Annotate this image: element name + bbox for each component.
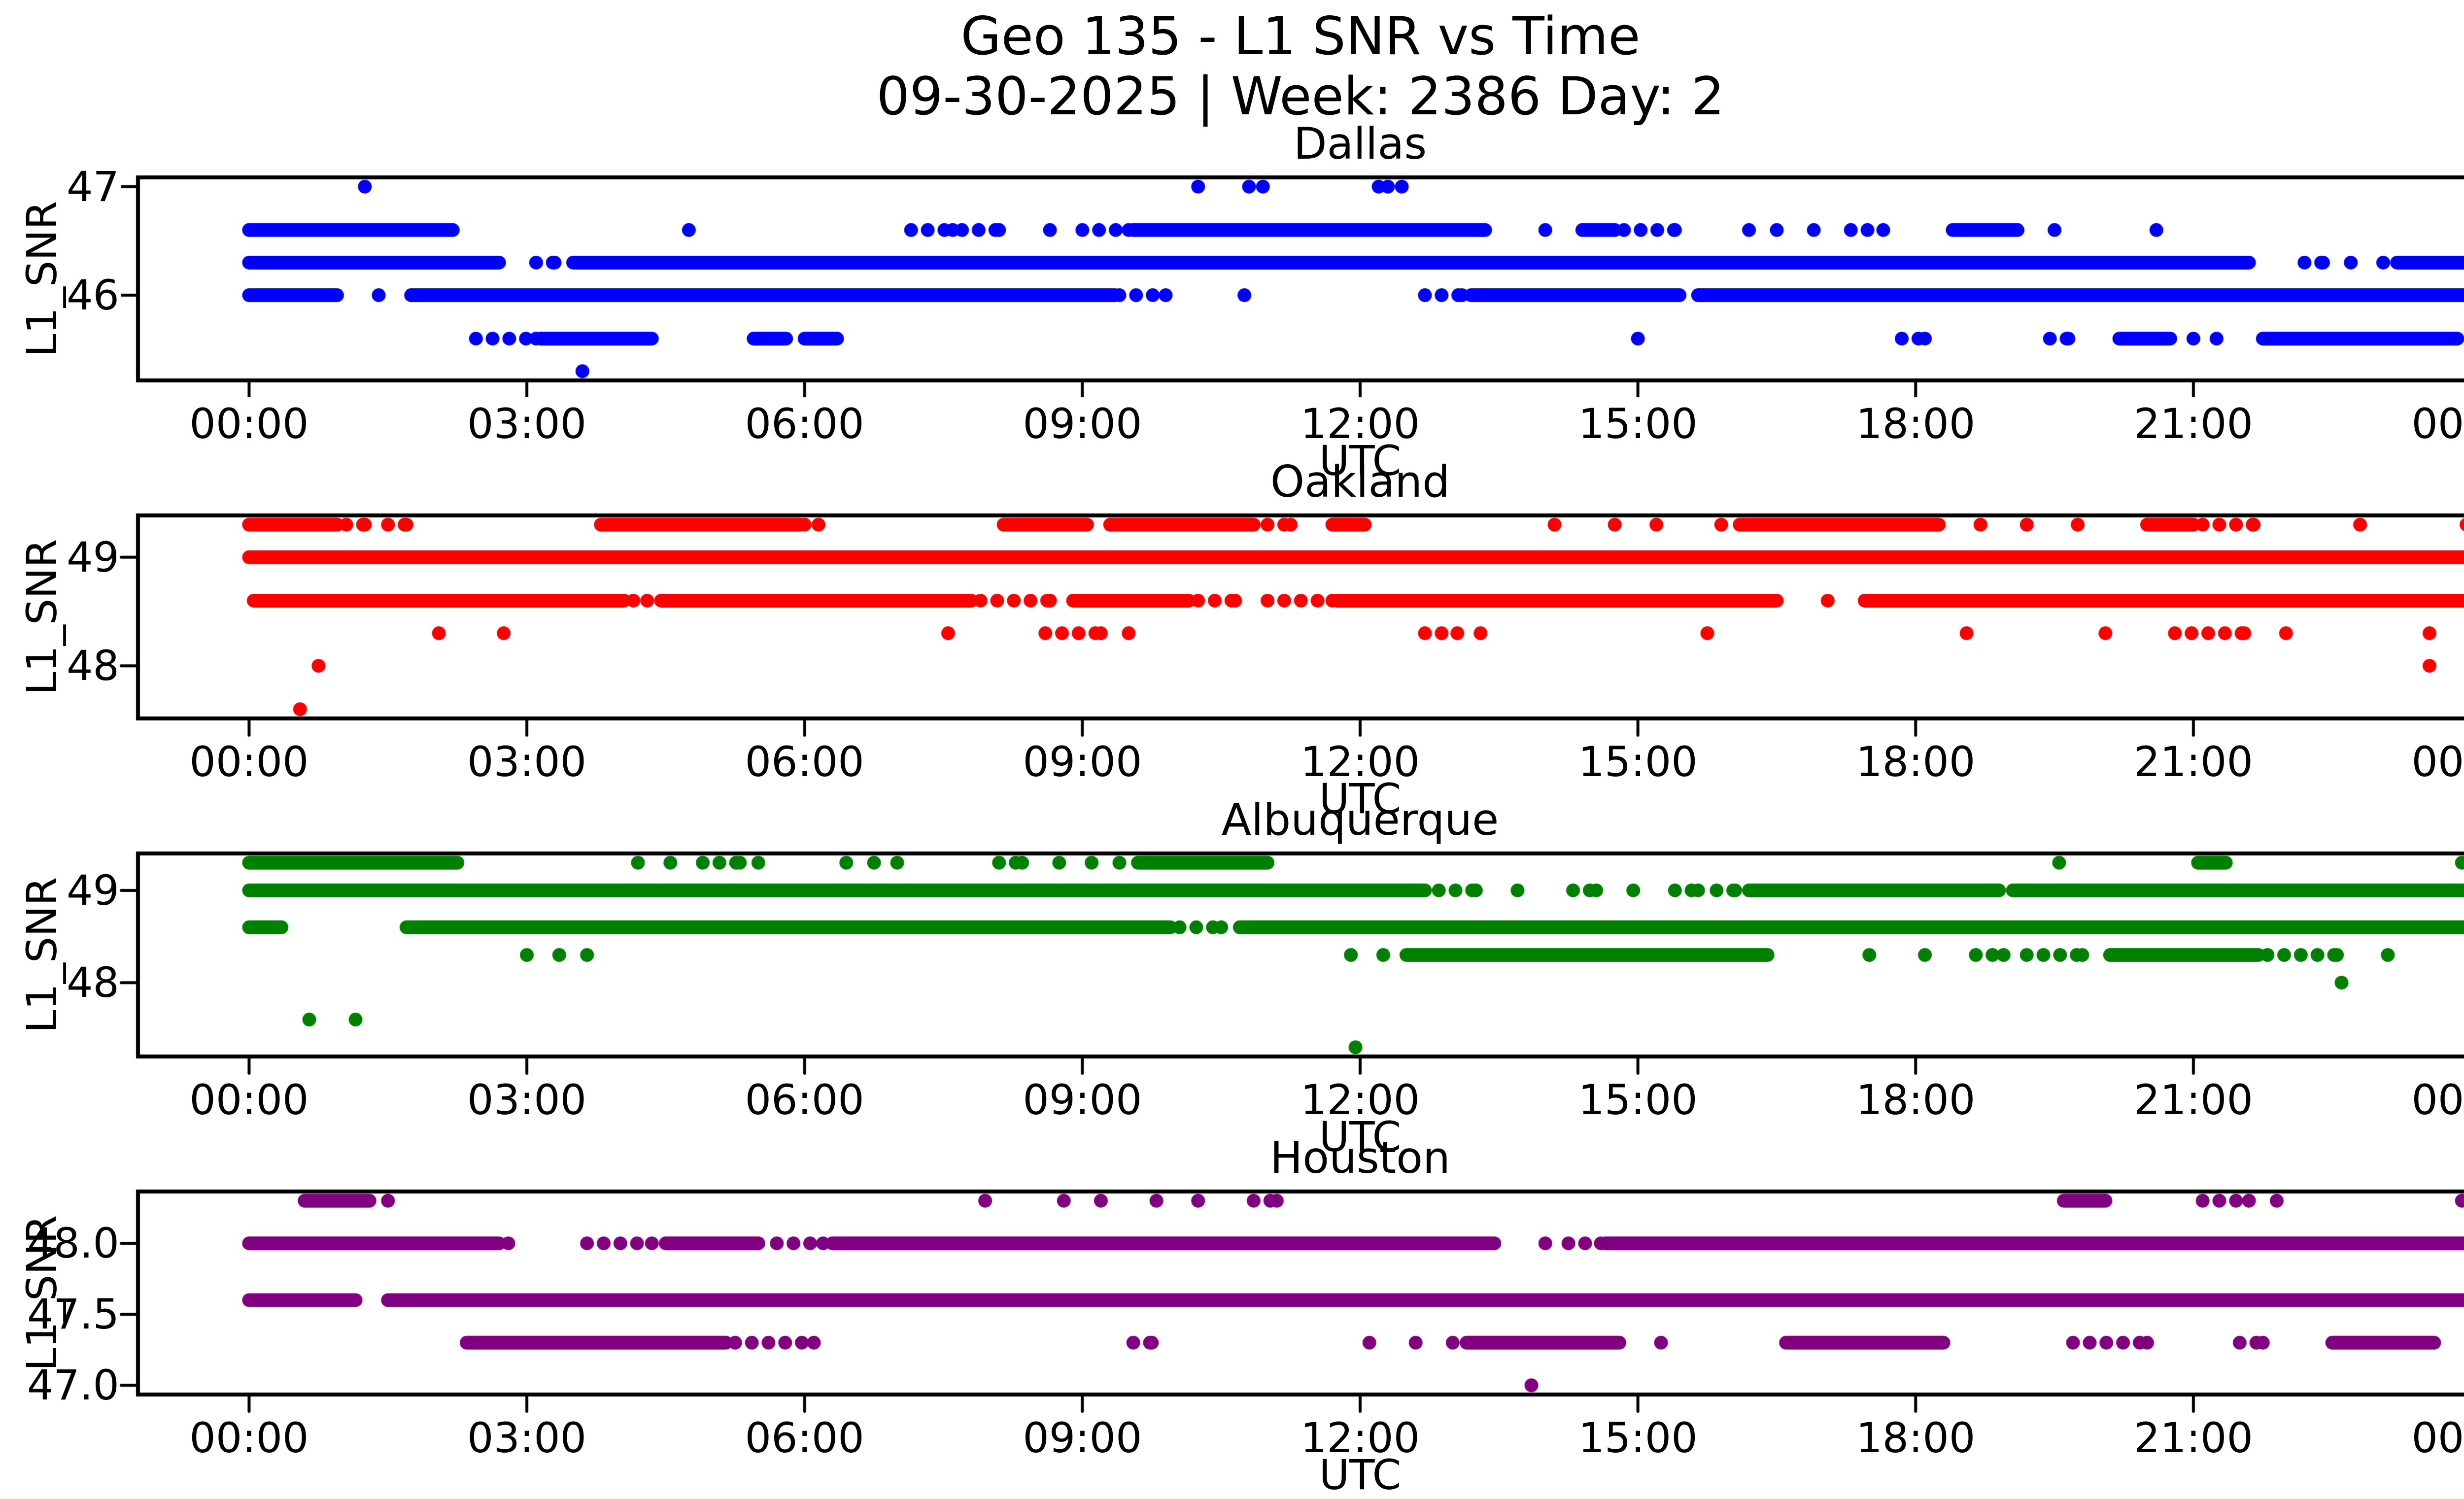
x-tick-label: 15:00 [1578,738,1698,786]
x-tick-label: 18:00 [1856,400,1976,448]
x-tick-label: 21:00 [2133,400,2253,448]
x-tick-label: 03:00 [467,1076,587,1124]
x-tick-label: 00:00 [189,738,309,786]
x-tick-label: 12:00 [1300,1076,1420,1124]
x-tick-label: 00:00 [2411,1076,2464,1124]
y-tick-label: 48 [67,958,119,1007]
x-tick-label: 00:00 [2411,1414,2464,1462]
y-tick-label: 46 [67,271,119,320]
x-tick-label: 18:00 [1856,738,1976,786]
x-tick-label: 21:00 [2133,738,2253,786]
y-tick-label: 48.0 [27,1219,119,1268]
x-tick-label: 03:00 [467,400,587,448]
y-tick-label: 47 [67,162,119,211]
y-tick-label: 49 [67,866,119,915]
x-tick-label: 09:00 [1023,1076,1142,1124]
figure-title: Geo 135 - L1 SNR vs Time [960,6,1641,67]
x-tick-label: 15:00 [1578,1076,1698,1124]
x-axis-label-houston: UTC [1319,1451,1402,1499]
x-tick-label: 21:00 [2133,1414,2253,1462]
y-tick-label: 47.0 [27,1361,119,1410]
x-tick-label: 06:00 [745,1076,864,1124]
figure-subtitle: 09-30-2025 | Week: 2386 Day: 2 [876,66,1725,127]
subplot-title-oakland: Oakland [1270,456,1450,507]
x-tick-label: 09:00 [1023,738,1142,786]
x-tick-label: 06:00 [745,738,864,786]
x-tick-label: 12:00 [1300,400,1420,448]
x-tick-label: 03:00 [467,738,587,786]
x-tick-label: 21:00 [2133,1076,2253,1124]
x-tick-label: 15:00 [1578,400,1698,448]
subplot-title-houston: Houston [1270,1132,1450,1183]
subplot-title-dallas: Dallas [1293,118,1427,169]
y-tick-label: 49 [67,533,119,581]
x-tick-label: 03:00 [467,1414,587,1462]
x-tick-label: 18:00 [1856,1076,1976,1124]
x-tick-label: 09:00 [1023,1414,1142,1462]
x-tick-label: 06:00 [745,400,864,448]
x-tick-label: 00:00 [189,400,309,448]
x-tick-label: 12:00 [1300,738,1420,786]
x-tick-label: 00:00 [189,1076,309,1124]
x-tick-label: 12:00 [1300,1414,1420,1462]
y-tick-label: 48 [67,642,119,690]
subplot-title-albuquerque: Albuquerque [1221,794,1499,845]
x-axis-label-dallas: UTC [1319,437,1402,485]
x-tick-label: 06:00 [745,1414,864,1462]
x-tick-label: 00:00 [2411,738,2464,786]
x-tick-label: 09:00 [1023,400,1142,448]
x-axis-label-albuquerque: UTC [1319,1113,1402,1161]
x-axis-label-oakland: UTC [1319,775,1402,823]
x-tick-label: 15:00 [1578,1414,1698,1462]
x-tick-label: 18:00 [1856,1414,1976,1462]
y-tick-label: 47.5 [27,1290,119,1339]
x-tick-label: 00:00 [2411,400,2464,448]
x-tick-label: 00:00 [189,1414,309,1462]
